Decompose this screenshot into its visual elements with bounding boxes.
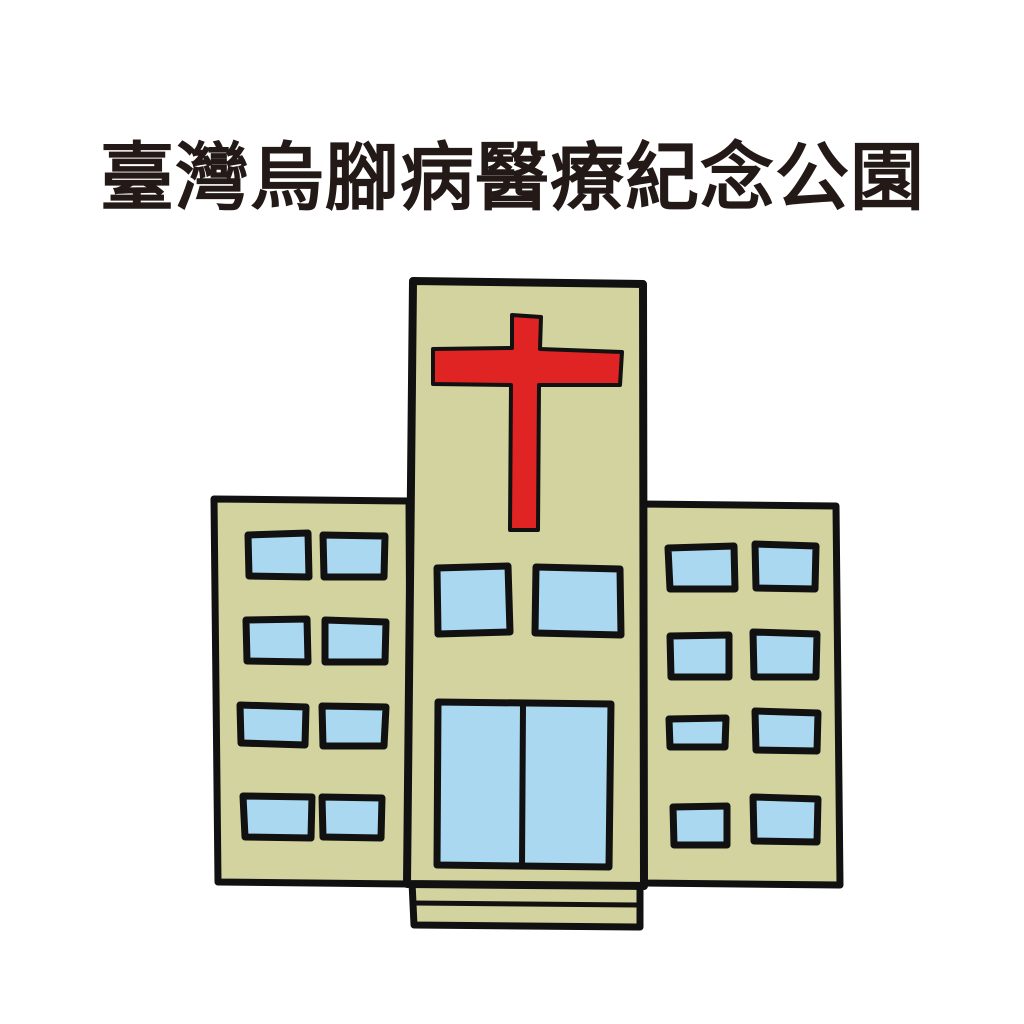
cross-icon: [431, 313, 624, 532]
right-wing-windows: [664, 540, 822, 849]
tower-windows: [433, 562, 625, 639]
left-wing-windows: [236, 529, 390, 842]
park-title: 臺灣烏腳病醫療紀念公園: [100, 135, 925, 221]
